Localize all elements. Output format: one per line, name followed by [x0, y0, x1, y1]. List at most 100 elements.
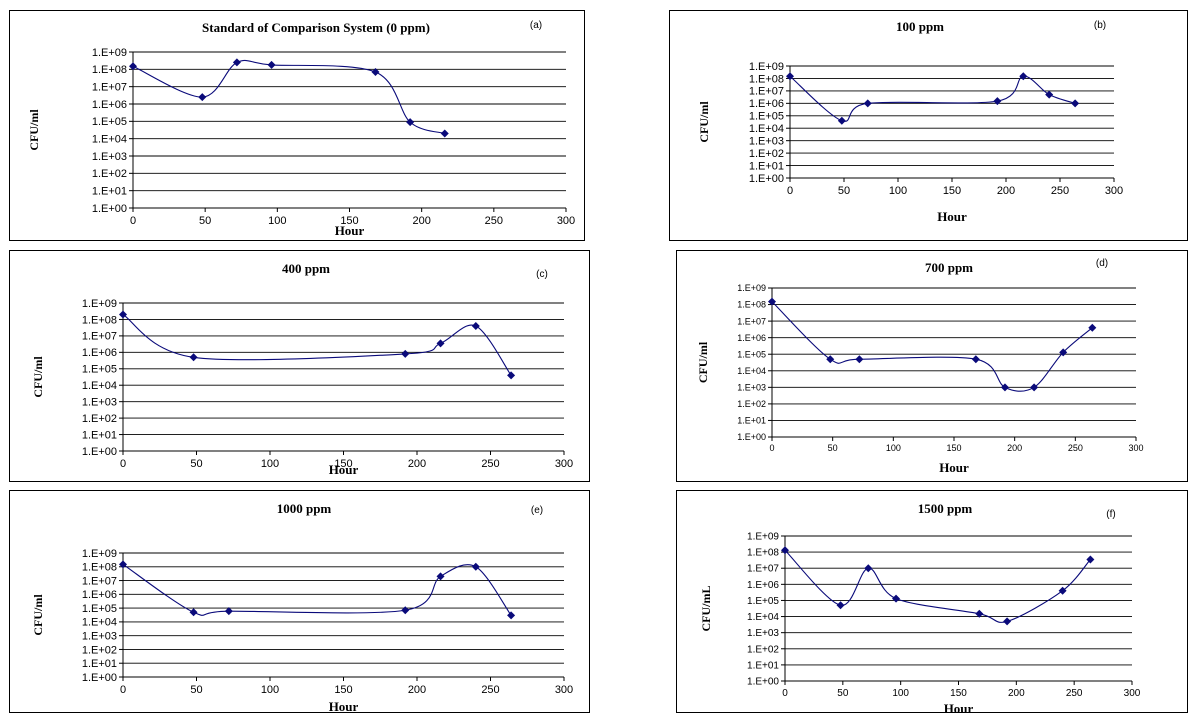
x-tick-label-c: 50	[190, 458, 202, 470]
y-tick-label-a: 1.E+01	[92, 186, 127, 198]
y-tick-label-f: 1.E+00	[747, 677, 779, 688]
data-point-f-0	[781, 546, 789, 555]
x-tick-label-f: 150	[950, 688, 967, 699]
x-tick-label-a: 150	[340, 215, 358, 227]
y-tick-label-f: 1.E+05	[747, 596, 779, 607]
data-point-c-3	[436, 339, 445, 348]
y-tick-label-c: 1.E+07	[82, 331, 117, 343]
data-point-f-1	[836, 601, 845, 610]
data-point-d-4	[1000, 383, 1009, 392]
y-tick-label-c: 1.E+05	[82, 364, 117, 376]
x-tick-label-c: 150	[334, 458, 352, 470]
chart-title-a: Standard of Comparison System (0 ppm)	[202, 20, 430, 35]
y-tick-label-a: 1.E+00	[92, 203, 127, 215]
x-axis-title-c: Hour	[329, 462, 359, 477]
chart-svg-d: 700 ppm (d) 1.E+00 1.E+01 1.E+02 1.E+03 1.E+04…	[696, 258, 1144, 475]
chart-panel-e: 1000 ppm (e) 1.E+00 1.E+01 1.E+02 1.E+03 1.E+0…	[9, 490, 590, 714]
y-tick-label-b: 1.E+08	[749, 73, 784, 85]
y-tick-label-d: 1.E+02	[737, 399, 766, 409]
data-point-b-3	[993, 97, 1002, 106]
y-tick-label-c: 1.E+03	[82, 397, 117, 409]
y-tick-label-a: 1.E+06	[92, 99, 127, 111]
data-point-d-5	[1030, 383, 1039, 392]
y-tick-label-e: 1.E+07	[82, 575, 117, 587]
y-tick-label-e: 1.E+00	[82, 672, 117, 684]
chart-panel-b: 100 ppm (b) 1.E+00 1.E+01 1.E+02 1.E+03 1.E+04…	[669, 10, 1188, 241]
y-tick-label-d: 1.E+05	[737, 349, 766, 359]
data-point-f-4	[975, 609, 984, 618]
data-point-a-6	[440, 129, 449, 138]
y-tick-label-c: 1.E+00	[82, 446, 117, 458]
data-point-e-6	[507, 611, 516, 620]
data-point-b-6	[1071, 99, 1080, 108]
series-line-a	[132, 59, 445, 134]
data-point-d-6	[1059, 348, 1068, 357]
x-tick-label-d: 50	[828, 443, 838, 453]
y-tick-label-b: 1.E+07	[749, 86, 784, 98]
y-tick-label-e: 1.E+04	[82, 617, 117, 629]
x-tick-label-c: 100	[261, 458, 279, 470]
x-tick-label-e: 100	[261, 684, 279, 696]
x-tick-label-e: 150	[334, 684, 352, 696]
y-tick-label-f: 1.E+02	[747, 644, 779, 655]
x-tick-label-b: 150	[943, 185, 961, 197]
y-tick-label-d: 1.E+08	[737, 300, 766, 310]
x-tick-label-d: 250	[1068, 443, 1083, 453]
y-tick-label-d: 1.E+04	[737, 366, 766, 376]
x-tick-label-f: 50	[837, 688, 849, 699]
data-point-e-4	[436, 572, 445, 581]
y-tick-label-a: 1.E+03	[92, 151, 127, 163]
y-tick-label-d: 1.E+03	[737, 382, 766, 392]
data-point-d-2	[855, 355, 864, 364]
y-tick-label-f: 1.E+08	[747, 548, 779, 559]
data-point-a-1	[198, 93, 207, 102]
y-tick-label-e: 1.E+03	[82, 631, 117, 643]
data-point-c-2	[401, 349, 410, 358]
x-tick-label-f: 300	[1124, 688, 1141, 699]
y-tick-label-e: 1.E+08	[82, 562, 117, 574]
chart-svg-b: 100 ppm (b) 1.E+001.E+011.E+021.E+031.E+04…	[697, 19, 1123, 224]
series-line-b	[789, 75, 1076, 122]
chart-title-f: 1500 ppm	[918, 501, 973, 516]
y-tick-label-c: 1.E+06	[82, 347, 117, 359]
y-tick-label-c: 1.E+09	[82, 298, 117, 310]
data-point-c-0	[119, 310, 127, 319]
x-axis-title-e: Hour	[329, 699, 359, 714]
x-tick-label-d: 0	[769, 443, 774, 453]
data-point-f-5	[1003, 617, 1012, 626]
data-point-e-2	[224, 607, 233, 616]
x-tick-label-c: 0	[120, 458, 126, 470]
y-tick-label-d: 1.E+07	[737, 316, 766, 326]
y-tick-label-f: 1.E+07	[747, 564, 779, 575]
data-point-b-1	[837, 116, 846, 125]
y-axis-title-a: CFU/ml	[27, 109, 41, 151]
y-tick-label-f: 1.E+06	[747, 580, 779, 591]
y-tick-label-c: 1.E+01	[82, 429, 117, 441]
panel-label-f: (f)	[1106, 509, 1115, 520]
x-tick-label-a: 300	[557, 215, 575, 227]
data-point-f-2	[864, 564, 873, 573]
x-tick-label-b: 50	[838, 185, 850, 197]
data-point-a-3	[267, 60, 276, 69]
x-tick-label-d: 200	[1007, 443, 1022, 453]
y-tick-label-e: 1.E+05	[82, 603, 117, 615]
y-tick-label-b: 1.E+01	[749, 160, 784, 172]
data-point-f-7	[1086, 555, 1095, 564]
x-tick-label-f: 200	[1008, 688, 1025, 699]
chart-panel-f: 1500 ppm (f) 1.E+00 1.E+01 1.E+02 1.E+03 1.E+0…	[676, 490, 1188, 714]
x-tick-label-b: 250	[1051, 185, 1069, 197]
y-tick-label-d: 1.E+06	[737, 333, 766, 343]
chart-title-d: 700 ppm	[925, 260, 973, 275]
y-axis-title-f: CFU/mL	[699, 586, 713, 632]
chart-svg-a: Standard of Comparison System (0 ppm) (a)…	[27, 20, 575, 238]
data-point-b-5	[1045, 90, 1054, 99]
chart-panel-d: 700 ppm (d) 1.E+00 1.E+01 1.E+02 1.E+03 1.E+04…	[676, 250, 1188, 482]
chart-title-c: 400 ppm	[282, 261, 330, 276]
panel-label-c: (c)	[536, 269, 548, 280]
x-tick-label-c: 200	[408, 458, 426, 470]
y-tick-label-e: 1.E+01	[82, 658, 117, 670]
y-tick-label-a: 1.E+02	[92, 168, 127, 180]
y-tick-label-f: 1.E+01	[747, 660, 779, 671]
x-tick-label-e: 0	[120, 684, 126, 696]
data-point-a-4	[371, 68, 380, 77]
